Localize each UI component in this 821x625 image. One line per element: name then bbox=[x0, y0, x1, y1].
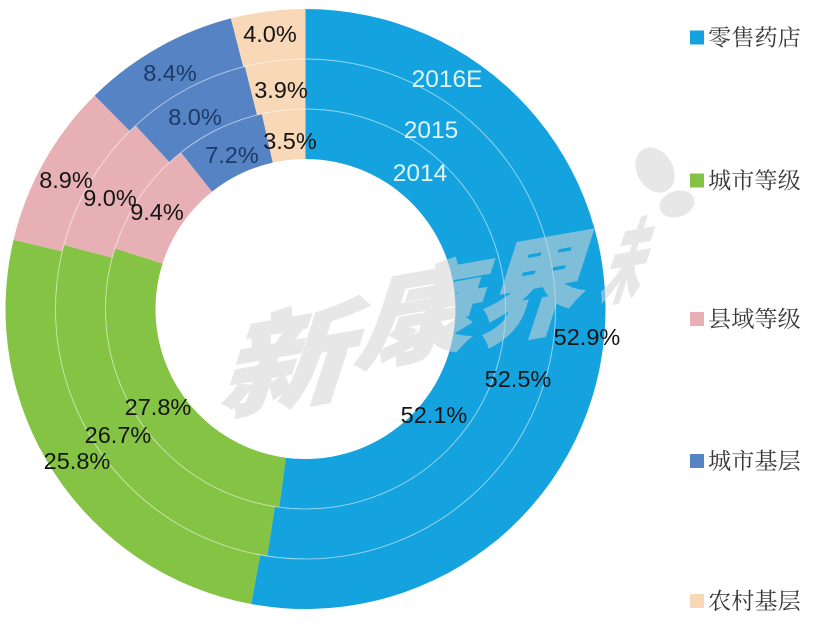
svg-text:9.4%: 9.4% bbox=[130, 199, 184, 225]
svg-text:8.0%: 8.0% bbox=[168, 104, 222, 130]
svg-text:2014: 2014 bbox=[393, 160, 448, 187]
svg-text:26.7%: 26.7% bbox=[85, 422, 152, 448]
svg-text:2015: 2015 bbox=[404, 117, 459, 144]
svg-text:27.8%: 27.8% bbox=[125, 394, 192, 420]
svg-text:3.5%: 3.5% bbox=[263, 128, 317, 154]
svg-text:52.5%: 52.5% bbox=[485, 366, 552, 392]
svg-text:2016E: 2016E bbox=[412, 66, 483, 93]
svg-text:4.0%: 4.0% bbox=[243, 21, 297, 47]
svg-text:9.0%: 9.0% bbox=[83, 185, 137, 211]
svg-text:8.4%: 8.4% bbox=[143, 60, 197, 86]
svg-text:52.1%: 52.1% bbox=[401, 402, 468, 428]
svg-text:3.9%: 3.9% bbox=[254, 77, 308, 103]
svg-text:7.2%: 7.2% bbox=[205, 142, 259, 168]
svg-text:8.9%: 8.9% bbox=[39, 167, 93, 193]
svg-text:25.8%: 25.8% bbox=[44, 448, 111, 474]
svg-text:52.9%: 52.9% bbox=[554, 324, 621, 350]
